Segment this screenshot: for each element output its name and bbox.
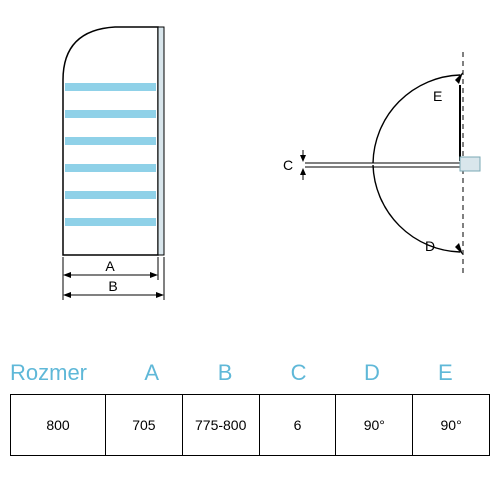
stripe xyxy=(65,164,156,172)
diagram-area: A B xyxy=(0,0,500,340)
dimension-a: A xyxy=(63,257,158,280)
header-b: B xyxy=(188,360,261,386)
label-e: E xyxy=(433,88,442,104)
svg-text:A: A xyxy=(105,258,115,274)
header-e: E xyxy=(409,360,482,386)
cell-e: 90° xyxy=(413,395,489,455)
hinge-block xyxy=(460,157,480,171)
panel-edge xyxy=(158,27,164,255)
arc-d xyxy=(373,165,460,252)
table-headers: Rozmer A B C D E xyxy=(0,360,500,394)
stripe xyxy=(65,191,156,199)
stripe xyxy=(65,218,156,226)
cell-c: 6 xyxy=(260,395,337,455)
panel-front-view: A B xyxy=(55,25,195,330)
arc-d-arrow xyxy=(455,243,463,255)
cell-b: 775-800 xyxy=(183,395,260,455)
svg-text:B: B xyxy=(108,278,117,294)
stripe xyxy=(65,137,156,145)
header-a: A xyxy=(115,360,188,386)
label-c: C xyxy=(283,157,293,173)
header-d: D xyxy=(335,360,408,386)
door-open-line xyxy=(460,85,480,160)
header-c: C xyxy=(262,360,335,386)
stripe xyxy=(65,83,156,91)
table-row: 800 705 775-800 6 90° 90° xyxy=(10,394,490,456)
stripe xyxy=(65,110,156,118)
dimensions-table: Rozmer A B C D E 800 705 775-800 6 90° 9… xyxy=(0,360,500,456)
arc-e xyxy=(373,75,460,163)
arc-e-arrow xyxy=(455,72,463,84)
cell-size: 800 xyxy=(11,395,106,455)
dimension-c xyxy=(300,150,306,180)
cell-a: 705 xyxy=(106,395,183,455)
label-d: D xyxy=(425,238,435,254)
panel-svg: A B xyxy=(55,25,195,325)
header-rozmer: Rozmer xyxy=(10,360,115,386)
swing-svg xyxy=(285,50,490,280)
swing-top-view: C E D xyxy=(285,50,490,285)
cell-d: 90° xyxy=(336,395,413,455)
